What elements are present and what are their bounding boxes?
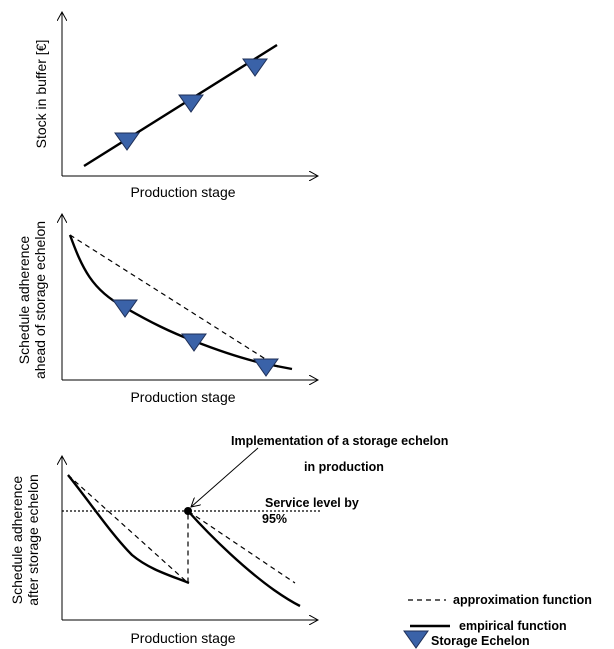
panel2-storage-marker-1	[112, 299, 138, 318]
panel-schedule-ahead: Schedule adherence ahead of storage eche…	[16, 214, 318, 405]
implementation-label-line2: in production	[304, 460, 384, 474]
panel2-storage-marker-2	[181, 333, 207, 352]
legend: approximation function empirical functio…	[403, 593, 592, 649]
panel-stock-buffer: Stock in buffer [€] Production stage	[33, 12, 318, 200]
implementation-label-line1: Implementation of a storage echelon	[231, 434, 448, 448]
panel1-x-label: Production stage	[130, 184, 235, 200]
panel1-storage-marker-3	[242, 58, 268, 77]
panel2-y-label-line2: ahead of storage echelon	[32, 221, 48, 379]
panel2-y-label-line1: Schedule adherence	[16, 236, 32, 365]
implementation-arrow	[191, 447, 259, 507]
panel2-x-label: Production stage	[130, 389, 235, 405]
panel3-x-label: Production stage	[130, 630, 235, 646]
panel1-stock-line	[83, 43, 278, 168]
panel3-empirical-curve-1	[67, 474, 190, 585]
panel2-approximation-line	[69, 234, 279, 368]
service-level-label-line1: Service level by	[265, 496, 359, 510]
panel2-storage-marker-3	[253, 358, 279, 377]
panel3-approximation-line	[67, 474, 296, 585]
panel1-y-label: Stock in buffer [€]	[33, 40, 49, 149]
panel3-y-label-line2: after storage echelon	[25, 474, 41, 606]
panel2-empirical-curve	[68, 234, 293, 371]
panel1-storage-marker-1	[114, 132, 140, 151]
panel-schedule-after: Implementation of a storage echelon in p…	[9, 434, 448, 646]
service-level-label-line2: 95%	[262, 512, 287, 526]
panel1-storage-marker-2	[178, 94, 204, 113]
storage-echelon-point	[184, 507, 192, 515]
panel3-empirical-curve-2	[187, 510, 301, 608]
legend-empirical-label: empirical function	[459, 619, 567, 633]
panel3-y-label-line1: Schedule adherence	[9, 476, 25, 605]
legend-storage-label: Storage Echelon	[431, 634, 530, 648]
legend-approximation-label: approximation function	[453, 593, 592, 607]
legend-storage-marker-icon	[403, 630, 429, 649]
